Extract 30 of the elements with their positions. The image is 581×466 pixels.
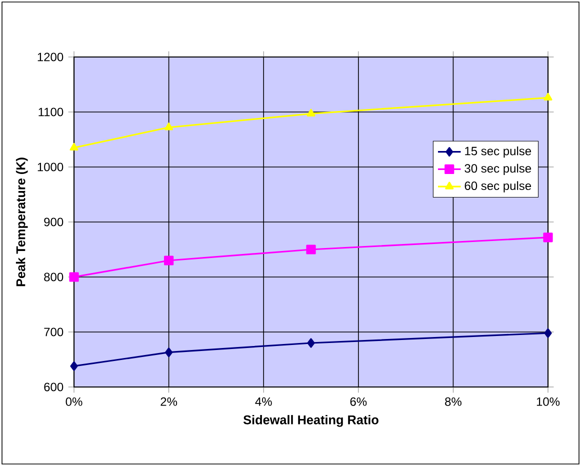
point	[306, 108, 316, 116]
point	[165, 348, 173, 358]
y-axis-title: Peak Temperature (K)	[16, 158, 28, 286]
y-tick-label: 1100	[38, 108, 64, 116]
y-tick-label: 1000	[38, 162, 64, 172]
legend-label: 15 sec pulse	[465, 146, 532, 158]
y-tick-label: 800	[44, 272, 64, 282]
point	[544, 328, 552, 338]
x-tick-label: 8%	[445, 397, 462, 406]
x-tick-label: 10%	[536, 397, 560, 406]
y-tick-label: 1200	[38, 52, 64, 62]
point	[543, 232, 553, 242]
point	[164, 122, 174, 130]
y-tick-label: 700	[44, 328, 64, 336]
legend-label: 60 sec pulse	[464, 181, 532, 192]
point	[307, 338, 315, 348]
y-tick-label: 600	[44, 382, 64, 392]
x-tick-label: 4%	[255, 397, 272, 406]
x-tick-label: 6%	[350, 397, 367, 406]
x-tick-label: 2%	[160, 397, 178, 406]
point	[544, 92, 552, 100]
legend-label: 30 sec pulse	[464, 164, 532, 176]
x-tick-label: 0%	[66, 397, 82, 406]
point	[70, 361, 78, 371]
y-tick-label: 900	[44, 218, 64, 226]
point	[70, 142, 78, 151]
x-axis-title: Sidewall Heating Ratio	[243, 415, 378, 427]
point	[164, 256, 174, 266]
point	[69, 272, 79, 282]
point	[306, 244, 316, 254]
